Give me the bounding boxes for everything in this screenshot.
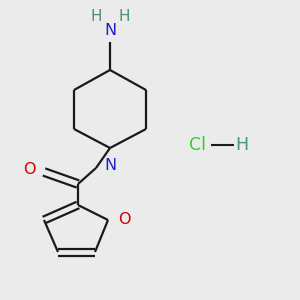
Text: N: N: [104, 23, 116, 38]
Text: N: N: [104, 158, 116, 173]
Text: O: O: [118, 212, 130, 226]
Text: O: O: [23, 163, 36, 178]
Text: H: H: [90, 9, 102, 24]
Text: H: H: [236, 136, 249, 154]
Text: H: H: [118, 9, 130, 24]
Text: Cl: Cl: [190, 136, 206, 154]
